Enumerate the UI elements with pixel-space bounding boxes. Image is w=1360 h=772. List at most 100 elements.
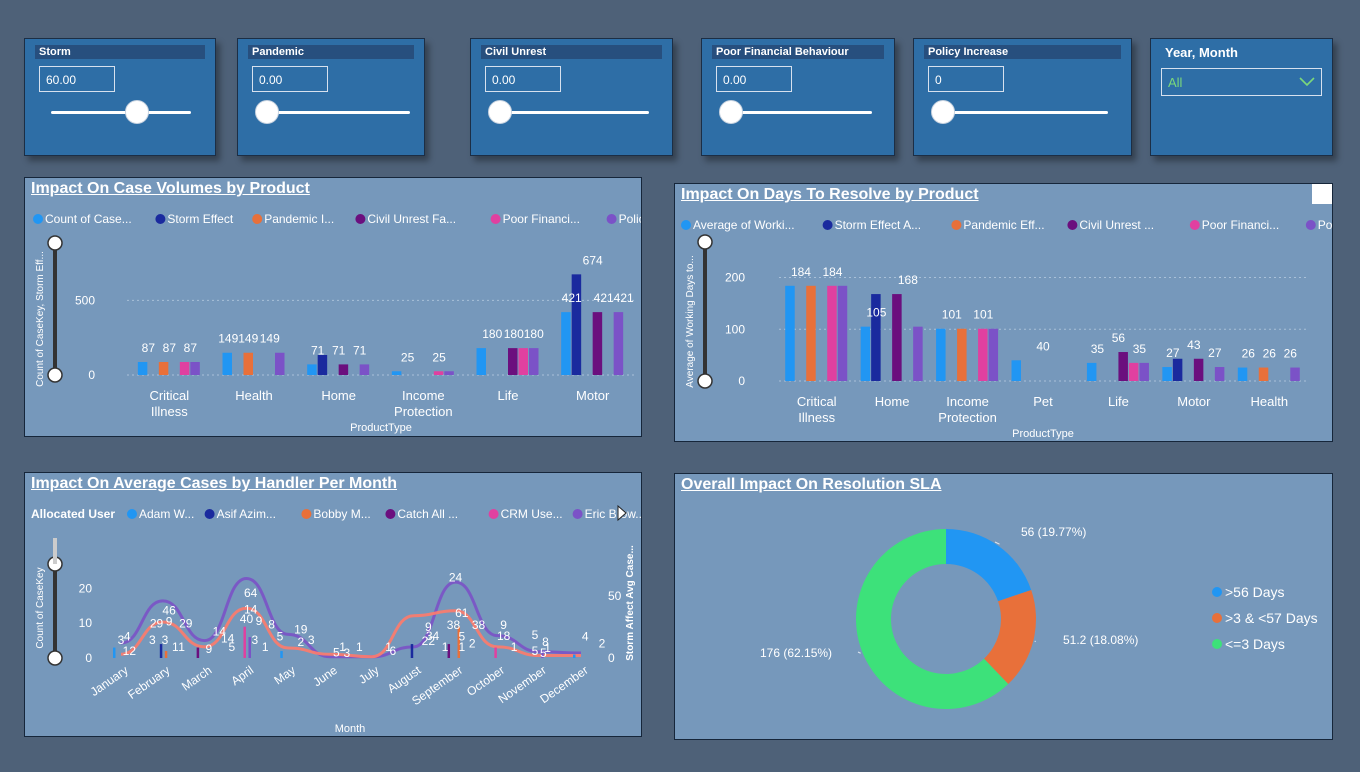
slicer-title: Policy Increase — [924, 45, 1121, 59]
slicer-value-input[interactable]: 0.00 — [252, 66, 328, 92]
slicer-pandemic: Pandemic 0.00 — [237, 38, 425, 156]
data-label: 56 — [1112, 331, 1126, 345]
legend-item: Asif Azim... — [217, 507, 276, 521]
slicer-title: Civil Unrest — [481, 45, 662, 59]
slider-track[interactable] — [51, 111, 191, 114]
data-label: 25 — [432, 350, 446, 364]
slider-track[interactable] — [260, 111, 410, 114]
series-line — [120, 576, 582, 659]
data-label: 1 — [172, 640, 179, 654]
data-label: 1 — [385, 640, 392, 654]
data-label: 3 — [149, 633, 156, 647]
legend-marker — [301, 509, 312, 519]
panel-title: Impact On Case Volumes by Product — [31, 180, 310, 197]
bar — [137, 362, 148, 375]
x-tick-label: March — [179, 663, 214, 694]
bar — [1139, 362, 1149, 381]
slider-handle[interactable] — [255, 100, 279, 124]
legend-item: CRM Use... — [501, 507, 563, 521]
legend-marker — [822, 220, 833, 230]
y2-tick-label: 0 — [608, 651, 615, 665]
bar — [1086, 362, 1097, 381]
donut-slice — [856, 529, 1009, 709]
x-tick-label: Motor — [576, 388, 610, 403]
slider-track[interactable] — [936, 111, 1108, 114]
sla-panel: Overall Impact On Resolution SLA 56 (19.… — [674, 473, 1333, 740]
legend-item: Catch All ... — [397, 507, 458, 521]
slider-handle[interactable] — [488, 100, 512, 124]
slider-handle[interactable] — [719, 100, 743, 124]
data-label: 674 — [583, 253, 603, 267]
x-tick-label: Illness — [798, 410, 835, 425]
data-label: 2 — [297, 635, 304, 649]
slicer-value-input[interactable]: 0.00 — [716, 66, 792, 92]
slider-track[interactable] — [493, 111, 649, 114]
data-label: 9 — [500, 618, 507, 632]
x-tick-label: Illness — [151, 404, 188, 419]
focus-mode-button[interactable] — [1312, 184, 1332, 204]
slider-track[interactable] — [724, 111, 872, 114]
data-label: 26 — [1242, 347, 1256, 361]
avg-cases-chart: Allocated User Adam W... Asif Azim... Bobby… — [31, 504, 641, 735]
legend-item: Adam W... — [139, 507, 194, 521]
slicer-value-input[interactable]: 60.00 — [39, 66, 115, 92]
column-bar — [243, 626, 246, 658]
data-label: 71 — [311, 343, 325, 357]
slicer-title: Poor Financial Behaviour — [712, 45, 884, 59]
legend-marker — [572, 509, 583, 519]
next-arrow-icon[interactable] — [617, 504, 627, 522]
column-bar — [494, 647, 497, 658]
bar — [190, 362, 200, 375]
column-bar — [196, 647, 200, 658]
y-tick-label: 200 — [725, 271, 745, 285]
bar — [508, 348, 518, 375]
donut-slice — [984, 589, 1036, 685]
data-label: 1 — [178, 640, 185, 654]
data-label: 4 — [124, 630, 131, 644]
legend-marker — [1212, 587, 1222, 597]
days-to-resolve-chart: Average of Worki... Storm Effect A... Pand… — [681, 218, 1332, 440]
chevron-down-icon[interactable] — [1299, 77, 1315, 87]
legend-item: Storm Effect A... — [835, 218, 921, 232]
data-label: 34 — [426, 629, 440, 643]
bar — [892, 294, 902, 381]
data-label: 105 — [866, 306, 886, 320]
year-month-dropdown[interactable]: All — [1161, 68, 1322, 96]
bar — [988, 328, 999, 381]
legend-item: Bobby M... — [313, 507, 370, 521]
data-label: 9 — [166, 615, 173, 629]
x-tick-label: Home — [875, 394, 910, 409]
legend-title: Allocated User — [31, 507, 115, 521]
data-label: 71 — [332, 343, 346, 357]
slicer-value-input[interactable]: 0 — [928, 66, 1004, 92]
slicer-title: Storm — [35, 45, 205, 59]
legend-item: Pandemic Eff... — [963, 218, 1044, 232]
slider-handle[interactable] — [125, 100, 149, 124]
data-label: 1 — [442, 640, 449, 654]
slicer-policy-increase: Policy Increase 0 — [913, 38, 1132, 156]
bar — [978, 328, 988, 381]
legend-item: Poor Financi... — [1202, 218, 1279, 232]
bar — [1237, 367, 1248, 381]
bar — [1011, 360, 1021, 381]
data-label: 43 — [1187, 338, 1201, 352]
data-label: 1 — [356, 640, 363, 654]
data-label: 3 — [343, 646, 350, 660]
slicer-civil-unrest: Civil Unrest 0.00 — [470, 38, 673, 156]
slicer-value-input[interactable]: 0.00 — [485, 66, 561, 92]
data-label: 421421 — [594, 291, 634, 305]
slicer-title: Pandemic — [248, 45, 414, 59]
bar — [433, 371, 444, 375]
legend-item: Average of Worki... — [693, 218, 795, 232]
legend-marker — [490, 214, 501, 224]
y2-axis-label: Storm Affect Avg Case... — [625, 545, 636, 661]
legend-marker — [127, 509, 137, 519]
bar — [785, 285, 795, 381]
bar — [827, 285, 837, 381]
x-axis-label: ProductType — [350, 422, 412, 434]
data-label: 1 — [262, 640, 269, 654]
slider-handle[interactable] — [931, 100, 955, 124]
data-label: 87 — [163, 341, 177, 355]
data-label: 1 — [339, 640, 346, 654]
data-label: 1 — [511, 640, 518, 654]
